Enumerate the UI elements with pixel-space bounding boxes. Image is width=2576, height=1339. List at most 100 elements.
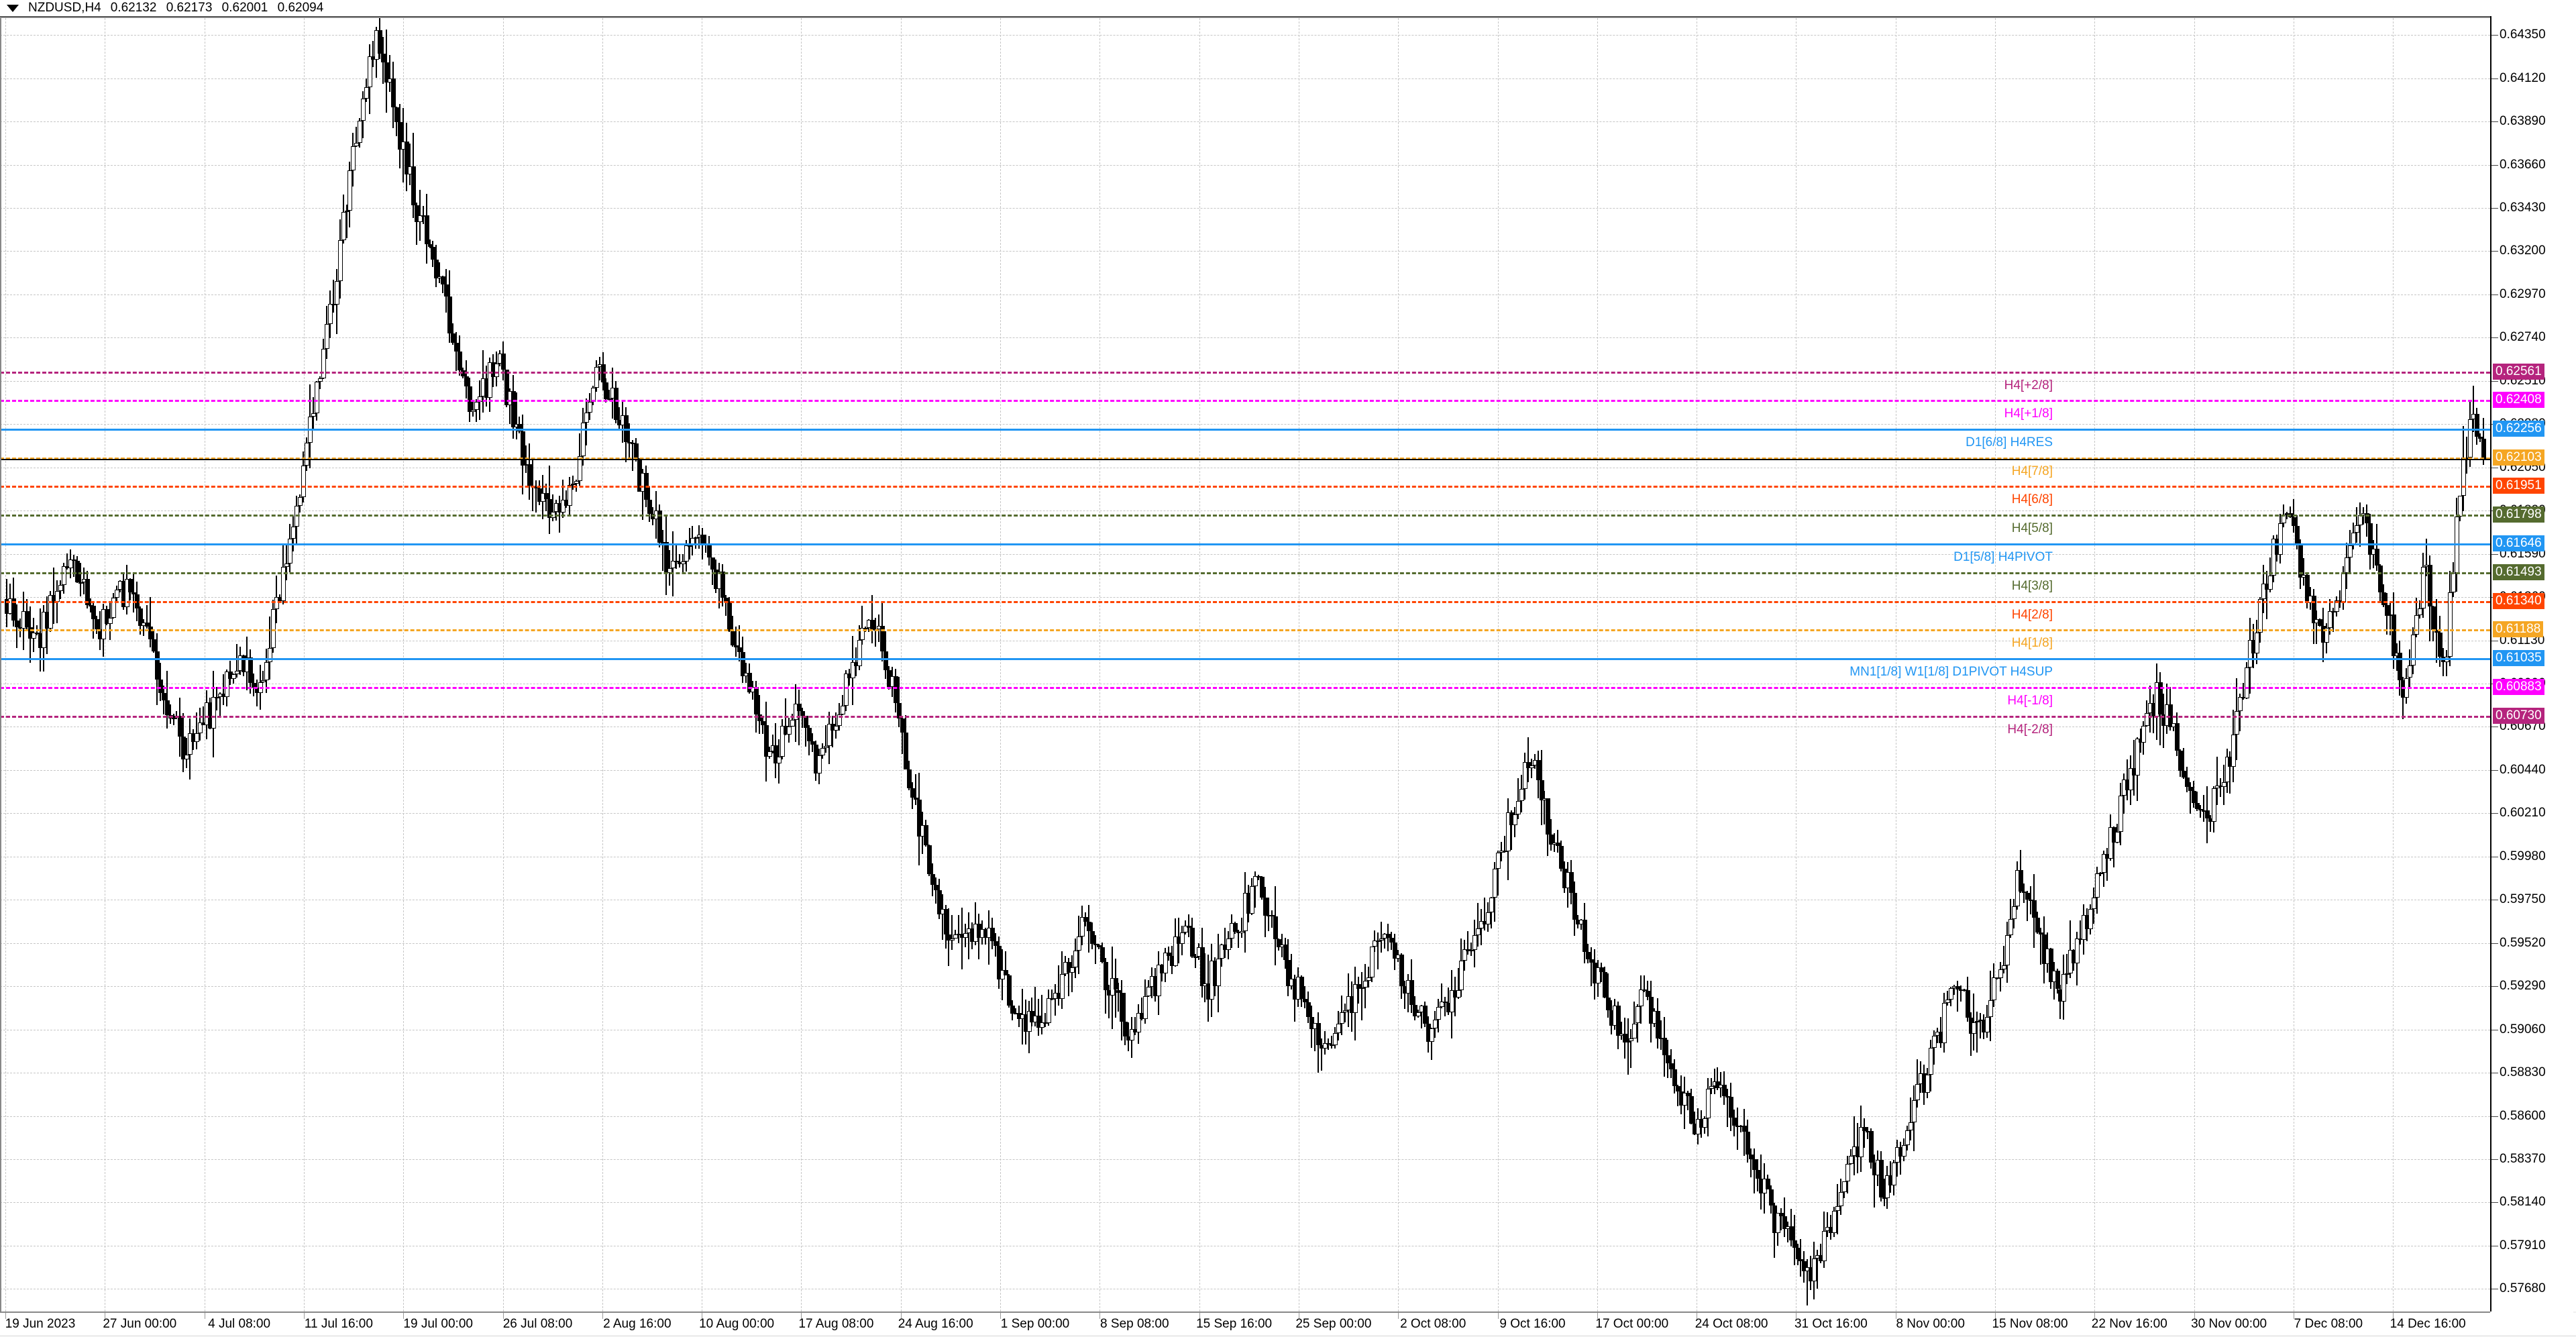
time-tick bbox=[900, 1313, 902, 1319]
candle-body bbox=[317, 378, 323, 382]
candle-body bbox=[471, 410, 476, 413]
candle-body bbox=[171, 718, 176, 720]
candle-wick bbox=[2216, 757, 2218, 805]
candle-wick bbox=[319, 376, 321, 389]
candle-body bbox=[441, 276, 446, 285]
candle-body bbox=[158, 679, 163, 694]
candle-body bbox=[1868, 1131, 1874, 1163]
time-tick-label: 7 Dec 08:00 bbox=[2294, 1317, 2363, 1331]
candle-body bbox=[474, 401, 479, 411]
candle-body bbox=[1496, 853, 1501, 869]
candle-wick bbox=[805, 716, 807, 747]
candle-wick bbox=[559, 496, 561, 533]
candle-body bbox=[737, 647, 742, 652]
gridline-vertical bbox=[1597, 18, 1598, 1311]
candle-wick bbox=[1420, 1004, 1422, 1028]
time-tick bbox=[2393, 1313, 2394, 1319]
candle-body bbox=[1352, 983, 1358, 1014]
candle-body bbox=[154, 651, 160, 680]
candle-body bbox=[91, 605, 97, 619]
candle-wick bbox=[1124, 993, 1126, 1046]
candle-wick bbox=[871, 594, 873, 644]
price-tick bbox=[2491, 35, 2498, 36]
candle-body bbox=[1909, 1122, 1914, 1131]
candle-body bbox=[2418, 608, 2423, 616]
dropdown-caret-icon[interactable] bbox=[7, 5, 19, 12]
level-price-badge: 0.61035 bbox=[2493, 650, 2544, 667]
candle-body bbox=[1269, 915, 1275, 917]
candle-body bbox=[1848, 1156, 1854, 1164]
candle-body bbox=[587, 402, 592, 413]
candle-body bbox=[926, 845, 932, 875]
candle-body bbox=[574, 480, 579, 484]
candle-body bbox=[1136, 1013, 1142, 1033]
candle-body bbox=[1722, 1085, 1727, 1097]
time-scale[interactable]: 19 Jun 2023 27 Jun 00:00 4 Jul 08:00 11 Jul… bbox=[0, 1313, 2576, 1339]
candle-body bbox=[1070, 967, 1075, 973]
price-tick bbox=[2491, 1116, 2498, 1117]
candle-wick bbox=[968, 912, 970, 959]
candle-body bbox=[1036, 1016, 1042, 1028]
candle-body bbox=[850, 661, 855, 678]
candle-wick bbox=[356, 127, 358, 147]
candle-body bbox=[790, 720, 796, 727]
candle-body bbox=[647, 500, 652, 514]
candle-body bbox=[447, 296, 453, 334]
candle-wick bbox=[1267, 897, 1269, 932]
candle-body bbox=[354, 142, 360, 146]
candle-body bbox=[298, 497, 303, 506]
time-tick-label: 10 Aug 00:00 bbox=[699, 1317, 775, 1331]
time-tick-label: 26 Jul 08:00 bbox=[502, 1317, 573, 1331]
candle-body bbox=[916, 799, 922, 837]
candle-body bbox=[184, 755, 190, 759]
candle-body bbox=[1226, 939, 1232, 950]
candle-body bbox=[1998, 969, 2004, 978]
candle-body bbox=[188, 733, 193, 755]
candle-wick bbox=[2112, 826, 2114, 867]
candle-body bbox=[807, 727, 812, 741]
candle-body bbox=[411, 166, 416, 205]
candle-body bbox=[1685, 1093, 1690, 1096]
candle-wick bbox=[1271, 910, 1273, 928]
candle-body bbox=[544, 493, 549, 499]
candle-body bbox=[2291, 517, 2296, 527]
candle-body bbox=[1342, 1010, 1348, 1012]
candle-body bbox=[2447, 592, 2453, 657]
candle-body bbox=[1283, 944, 1288, 960]
candle-wick bbox=[1740, 1124, 1742, 1132]
level-price-badge: 0.61798 bbox=[2493, 506, 2544, 523]
candle-body bbox=[1089, 931, 1095, 945]
candle-body bbox=[361, 98, 366, 121]
candle-body bbox=[1216, 959, 1222, 986]
candle-body bbox=[397, 122, 402, 150]
chart-plot-area[interactable]: H4[+2/8] H4[+1/8] D1[6/8] H4RES H4[7/8] H4[6… bbox=[0, 18, 2490, 1311]
time-tick bbox=[502, 1313, 504, 1319]
candle-body bbox=[594, 367, 599, 388]
candle-wick bbox=[219, 692, 221, 718]
candle-body bbox=[198, 722, 203, 734]
candle-body bbox=[733, 645, 739, 648]
candle-body bbox=[870, 619, 875, 630]
candle-wick bbox=[2066, 954, 2068, 984]
candle-body bbox=[2198, 809, 2203, 811]
candle-body bbox=[1536, 759, 1541, 780]
candle-wick bbox=[1134, 1017, 1136, 1035]
candle-wick bbox=[2059, 985, 2061, 1020]
gridline-horizontal bbox=[0, 1202, 2490, 1203]
time-tick-label: 2 Oct 08:00 bbox=[1400, 1317, 1466, 1331]
candle-body bbox=[777, 757, 782, 763]
level-price-badge: 0.61188 bbox=[2493, 621, 2544, 638]
time-tick-label: 30 Nov 00:00 bbox=[2191, 1317, 2267, 1331]
price-tick-label: 0.60440 bbox=[2500, 762, 2546, 777]
candle-body bbox=[883, 651, 889, 670]
candle-wick bbox=[142, 619, 144, 637]
candle-body bbox=[2061, 973, 2067, 1002]
candle-body bbox=[1120, 992, 1125, 1022]
candle-body bbox=[1955, 985, 1960, 990]
candle-wick bbox=[1314, 1022, 1316, 1051]
candle-body bbox=[1103, 962, 1108, 991]
ohlc-low: 0.62001 bbox=[221, 1, 268, 15]
candle-wick bbox=[1754, 1148, 1756, 1193]
candle-body bbox=[1393, 943, 1398, 959]
price-scale[interactable]: 0.64350 0.64120 0.63890 0.63660 0.63430 0.632… bbox=[2491, 15, 2576, 1311]
